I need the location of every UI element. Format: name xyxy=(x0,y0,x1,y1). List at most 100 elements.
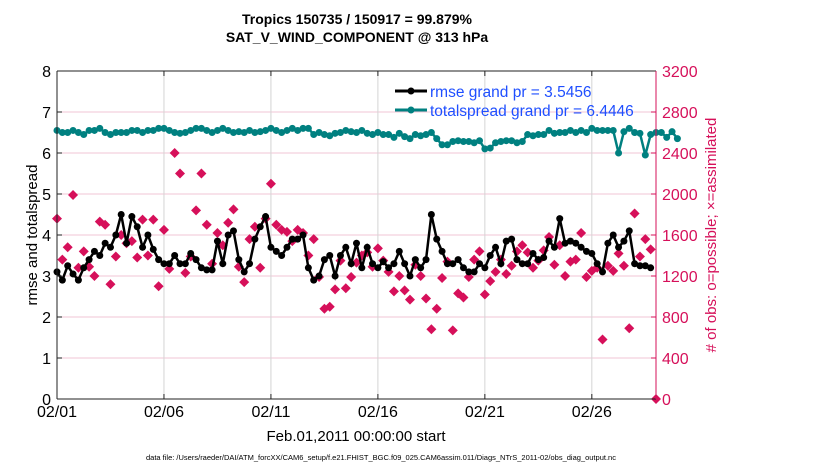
rmse-point xyxy=(438,247,446,255)
rmse-point xyxy=(369,260,377,268)
rmse-point xyxy=(160,260,168,268)
totalspread-point xyxy=(294,126,302,134)
rmse-point xyxy=(208,266,216,274)
rmse-point xyxy=(427,211,435,218)
obs-point xyxy=(463,272,474,283)
totalspread-point xyxy=(673,135,681,143)
totalspread-point xyxy=(192,124,200,132)
obs-point xyxy=(576,227,587,238)
rmse-point xyxy=(80,264,88,272)
rmse-point xyxy=(101,239,109,247)
obs-point xyxy=(421,293,432,304)
obs-point xyxy=(479,289,490,300)
totalspread-point xyxy=(422,131,430,139)
obs-point xyxy=(164,263,175,274)
totalspread-point xyxy=(80,131,88,139)
obs-point xyxy=(506,260,517,271)
rmse-point xyxy=(246,260,254,268)
obs-point xyxy=(437,273,448,284)
totalspread-point xyxy=(267,124,275,132)
totalspread-point xyxy=(476,137,484,145)
rmse-point xyxy=(192,256,200,264)
obs-point xyxy=(485,276,496,287)
obs-point xyxy=(148,214,159,225)
rmse-point xyxy=(304,264,312,272)
obs-point xyxy=(490,266,501,277)
totalspread-point xyxy=(502,137,510,145)
y2-tick-label: 1200 xyxy=(662,269,698,286)
totalspread-point xyxy=(283,126,291,134)
x-tick-label: 02/01 xyxy=(37,404,77,421)
plot-area xyxy=(52,124,681,404)
totalspread-point xyxy=(427,129,435,136)
rmse-point xyxy=(534,256,542,264)
y-tick-label: 5 xyxy=(42,187,51,204)
rmse-point xyxy=(219,260,227,268)
totalspread-point xyxy=(181,129,189,136)
totalspread-point xyxy=(90,126,98,134)
rmse-point xyxy=(149,245,157,253)
totalspread-point xyxy=(385,131,393,139)
obs-point xyxy=(191,205,202,216)
obs-point xyxy=(340,283,351,294)
totalspread-point xyxy=(406,135,414,143)
totalspread-point xyxy=(417,132,425,140)
rmse-point xyxy=(641,262,649,270)
y-axis-label: rmse and totalspread xyxy=(24,165,41,306)
obs-point xyxy=(228,204,239,215)
obs-point xyxy=(624,323,635,334)
rmse-point xyxy=(374,264,382,272)
totalspread-point xyxy=(625,124,633,132)
obs-point xyxy=(110,251,121,262)
rmse-point xyxy=(315,272,323,280)
rmse-point xyxy=(406,272,414,280)
rmse-point xyxy=(486,252,494,259)
obs-point xyxy=(105,279,116,290)
totalspread-point xyxy=(545,126,553,134)
y-tick-label: 2 xyxy=(42,310,51,327)
x-tick-label: 02/06 xyxy=(144,404,184,421)
rmse-point xyxy=(492,243,500,251)
rmse-point xyxy=(128,213,136,221)
y-tick-label: 3 xyxy=(42,269,51,286)
totalspread-point xyxy=(513,139,521,147)
totalspread-point xyxy=(358,126,366,134)
rmse-point xyxy=(566,237,574,245)
rmse-point xyxy=(133,223,141,231)
rmse-point xyxy=(502,237,510,245)
totalspread-point xyxy=(572,129,580,136)
obs-point xyxy=(597,334,608,345)
obs-point xyxy=(89,271,100,281)
totalspread-point xyxy=(636,129,644,137)
rmse-point xyxy=(278,252,286,259)
legend: rmse grand pr = 3.5456 totalspread grand… xyxy=(395,84,634,120)
totalspread-point xyxy=(299,124,307,132)
obs-point xyxy=(142,250,153,261)
rmse-point xyxy=(224,231,232,239)
rmse-point xyxy=(476,260,484,268)
rmse-point xyxy=(459,264,467,272)
y2-tick-label: 2400 xyxy=(662,146,698,163)
totalspread-point xyxy=(369,131,377,139)
totalspread-point xyxy=(604,126,612,134)
obs-point xyxy=(137,214,148,225)
totalspread-point xyxy=(160,124,168,132)
obs-point xyxy=(271,219,282,230)
obs-point xyxy=(201,219,212,230)
totalspread-point xyxy=(336,129,344,136)
obs-point xyxy=(324,301,335,312)
totalspread-point xyxy=(534,131,542,139)
rmse-point xyxy=(294,235,302,243)
rmse-point xyxy=(331,272,339,280)
obs-point xyxy=(57,254,68,265)
axes: 0 1 2 3 4 5 6 7 8 0 400 800 1200 1600 2000 2400 2800 3200… xyxy=(37,64,698,421)
totalspread-point xyxy=(566,126,574,134)
rmse-point xyxy=(358,264,366,272)
totalspread-point xyxy=(326,132,334,140)
totalspread-point xyxy=(74,129,82,136)
rmse-point xyxy=(545,237,553,245)
obs-point xyxy=(132,252,143,263)
rmse-point xyxy=(213,237,221,245)
totalspread-point xyxy=(641,151,649,159)
